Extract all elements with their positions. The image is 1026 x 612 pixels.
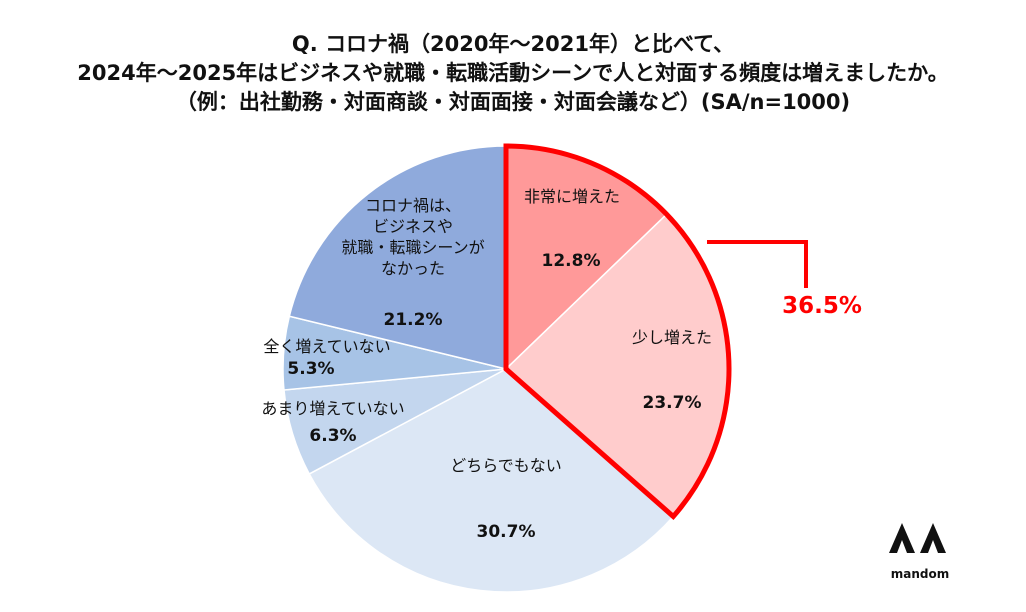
slice-label-5-line-3: なかった <box>381 259 445 278</box>
slice-label-5-line-2: 就職・転職シーンが <box>341 238 484 257</box>
slice-value-2: 30.7% <box>477 522 536 542</box>
slice-label-5-line-1: ビジネスや <box>373 217 453 236</box>
callout-percentage: 36.5% <box>782 293 862 319</box>
callout-line <box>707 240 808 288</box>
slice-label-0-line-0: 非常に増えた <box>524 187 620 206</box>
slice-label-2-line-0: どちらでもない <box>450 456 562 475</box>
slice-label-4-line-0: 全く増えていない <box>263 337 390 356</box>
slice-value-1: 23.7% <box>643 393 702 413</box>
title-line-1: Q. コロナ禍（2020年～2021年）と比べて、 <box>291 32 735 56</box>
slice-value-3: 6.3% <box>309 426 356 446</box>
mandom-logo: mandom <box>889 523 949 581</box>
slice-labels: 非常に増えた 12.8% 少し増えた 23.7% どちらでもない 30.7% あまり増えてい… <box>261 187 712 542</box>
slice-label-3-line-0: あまり増えていない <box>261 399 404 418</box>
pie-slice-2 <box>308 368 675 593</box>
brand-name: mandom <box>891 567 949 581</box>
pie-slice-5 <box>288 145 507 370</box>
title-line-3: （例：出社勤務・対面商談・対面面接・対面会議など）(SA/n=1000) <box>175 90 851 114</box>
slice-value-5: 21.2% <box>384 310 443 330</box>
slice-label-1-line-0: 少し増えた <box>632 328 712 347</box>
chart-title: Q. コロナ禍（2020年～2021年）と比べて、 2024年～2025年はビジ… <box>0 30 1026 117</box>
title-line-2: 2024年～2025年はビジネスや就職・転職活動シーンで人と対面する頻度は増えま… <box>77 61 949 85</box>
mandom-logo-mark <box>889 523 946 553</box>
highlight-outline <box>503 143 732 521</box>
slice-value-0: 12.8% <box>542 251 601 271</box>
slice-value-4: 5.3% <box>287 359 334 379</box>
slice-label-5-line-0: コロナ禍は、 <box>365 196 461 215</box>
